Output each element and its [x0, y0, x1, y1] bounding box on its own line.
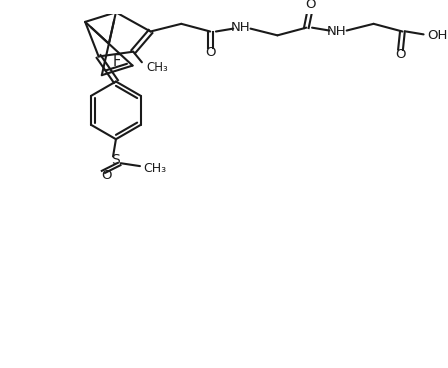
- Text: NH: NH: [327, 25, 347, 38]
- Text: O: O: [101, 169, 112, 182]
- Text: CH₃: CH₃: [146, 61, 168, 74]
- Text: OH: OH: [427, 29, 448, 42]
- Text: S: S: [112, 153, 121, 167]
- Text: CH₃: CH₃: [143, 162, 166, 174]
- Text: NH: NH: [231, 21, 251, 34]
- Text: F: F: [113, 54, 121, 69]
- Text: O: O: [395, 48, 406, 61]
- Text: O: O: [305, 0, 315, 11]
- Text: O: O: [205, 46, 215, 59]
